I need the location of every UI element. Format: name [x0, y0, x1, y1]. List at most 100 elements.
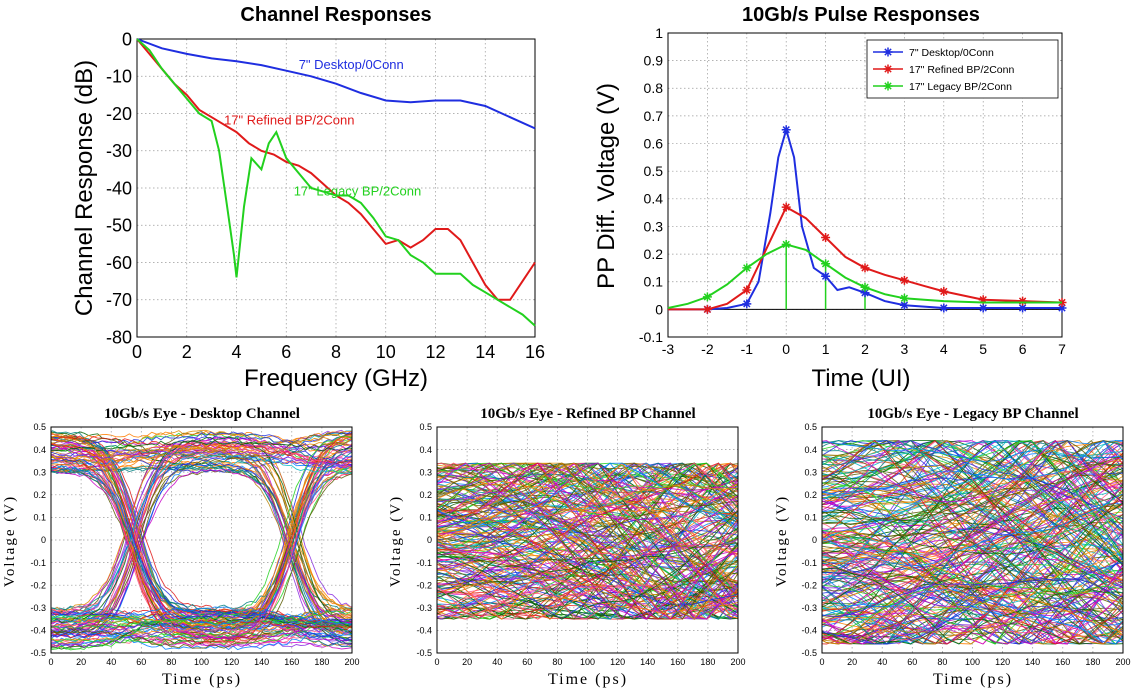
data-point-marker	[781, 125, 791, 135]
eye-trace	[822, 493, 1123, 598]
y-tick-label: 0.1	[804, 513, 817, 523]
x-tick-label: 80	[166, 657, 176, 667]
x-tick-label: 120	[610, 657, 625, 667]
data-point-marker	[742, 299, 752, 309]
eye-trace	[822, 563, 1123, 626]
legend-label-legacy: 17" Legacy BP/2Conn	[909, 81, 1012, 93]
x-tick-label: 60	[136, 657, 146, 667]
y-tick-label: 0	[427, 535, 432, 545]
y-tick-label: 0.1	[419, 513, 432, 523]
y-tick-label: -40	[106, 178, 132, 198]
chart-title: 10Gb/s Eye - Refined BP Channel	[480, 406, 695, 422]
eye-trace	[822, 546, 1123, 645]
eye-diagram-refined: 10Gb/s Eye - Refined BP Channel Time (ps…	[388, 406, 746, 688]
eye-trace	[822, 440, 1123, 545]
x-tick-label: -1	[741, 341, 754, 357]
y-tick-label: -0.2	[801, 580, 817, 590]
eye-trace	[437, 462, 738, 620]
eye-trace	[437, 603, 738, 620]
y-tick-label: -0.5	[30, 648, 46, 658]
data-point-marker	[978, 295, 988, 305]
eye-trace	[437, 462, 738, 620]
x-tick-label: 6	[281, 342, 291, 362]
eye-trace	[822, 475, 1123, 645]
x-tick-label: 20	[462, 657, 472, 667]
eye-trace	[822, 440, 1123, 495]
data-point-marker	[1018, 303, 1028, 313]
eye-trace	[437, 462, 738, 507]
x-tick-label: 1	[822, 341, 830, 357]
eye-trace	[822, 471, 1123, 525]
eye-trace	[437, 480, 738, 585]
chart-title: 10Gb/s Pulse Responses	[742, 4, 980, 26]
eye-trace	[51, 618, 352, 635]
x-tick-label: -2	[701, 341, 714, 357]
x-tick-label: 60	[907, 657, 917, 667]
eye-trace	[822, 440, 1123, 585]
x-tick-label: 200	[1115, 657, 1130, 667]
data-point-marker	[860, 263, 870, 273]
eye-trace	[437, 532, 738, 614]
data-point-marker	[860, 282, 870, 292]
eye-trace	[822, 440, 1123, 520]
data-point-marker	[939, 286, 949, 296]
eye-trace	[437, 462, 738, 554]
data-point-marker	[702, 292, 712, 302]
trace-group	[437, 462, 738, 620]
y-tick-label: 0.4	[419, 445, 432, 455]
y-tick-label: 0.4	[804, 445, 817, 455]
eye-trace	[822, 440, 1123, 635]
eye-trace	[822, 568, 1123, 645]
y-tick-label: -0.4	[801, 626, 817, 636]
x-tick-label: 2	[182, 342, 192, 362]
eye-trace	[822, 440, 1123, 552]
eye-trace	[437, 484, 738, 534]
eye-trace	[822, 440, 1123, 642]
plot-frame	[50, 426, 353, 654]
y-tick-label: 0.2	[419, 490, 432, 500]
eye-trace	[437, 462, 738, 620]
eye-trace	[437, 462, 738, 620]
eye-trace	[822, 547, 1123, 645]
eye-trace	[437, 462, 738, 620]
y-tick-label: 0.6	[644, 135, 664, 151]
x-tick-label: 80	[937, 657, 947, 667]
data-point-marker	[860, 288, 870, 298]
x-tick-label: 180	[314, 657, 329, 667]
x-axis-label: Time (UI)	[811, 365, 910, 392]
eye-trace	[437, 537, 738, 615]
y-tick-label: -0.2	[30, 580, 46, 590]
x-tick-label: 180	[700, 657, 715, 667]
series-annotation-legacy: 17" Legacy BP/2Conn	[294, 183, 421, 198]
eye-trace	[822, 440, 1123, 476]
eye-trace	[437, 466, 738, 620]
y-tick-label: -70	[106, 290, 132, 310]
eye-trace	[822, 497, 1123, 576]
eye-trace	[822, 461, 1123, 645]
eye-trace	[822, 499, 1123, 645]
x-axis-label: Time (ps)	[162, 671, 242, 688]
y-tick-label: -0.4	[30, 626, 46, 636]
eye-trace	[437, 563, 738, 620]
series-annotation-refined: 17" Refined BP/2Conn	[224, 113, 354, 128]
y-tick-label: -50	[106, 216, 132, 236]
x-axis-label: Frequency (GHz)	[244, 365, 428, 392]
y-tick-label: 0.1	[644, 274, 664, 290]
y-tick-label: 0.2	[33, 490, 46, 500]
x-tick-label: 40	[877, 657, 887, 667]
series-line-legacy	[136, 38, 536, 327]
y-axis-label: PP Diff. Voltage (V)	[593, 83, 620, 289]
eye-trace	[437, 462, 738, 620]
y-tick-label: 0.4	[644, 191, 664, 207]
x-tick-label: 200	[344, 657, 359, 667]
eye-trace	[437, 509, 738, 605]
x-tick-label: 4	[940, 341, 948, 357]
y-tick-label: -0.2	[416, 580, 432, 590]
legend-label-refined: 17" Refined BP/2Conn	[909, 64, 1014, 76]
y-tick-label: 0.3	[804, 467, 817, 477]
data-point-marker	[821, 233, 831, 243]
trace-group	[822, 439, 1123, 645]
data-point-marker	[742, 285, 752, 295]
eye-trace	[822, 440, 1123, 560]
eye-trace	[51, 615, 352, 650]
